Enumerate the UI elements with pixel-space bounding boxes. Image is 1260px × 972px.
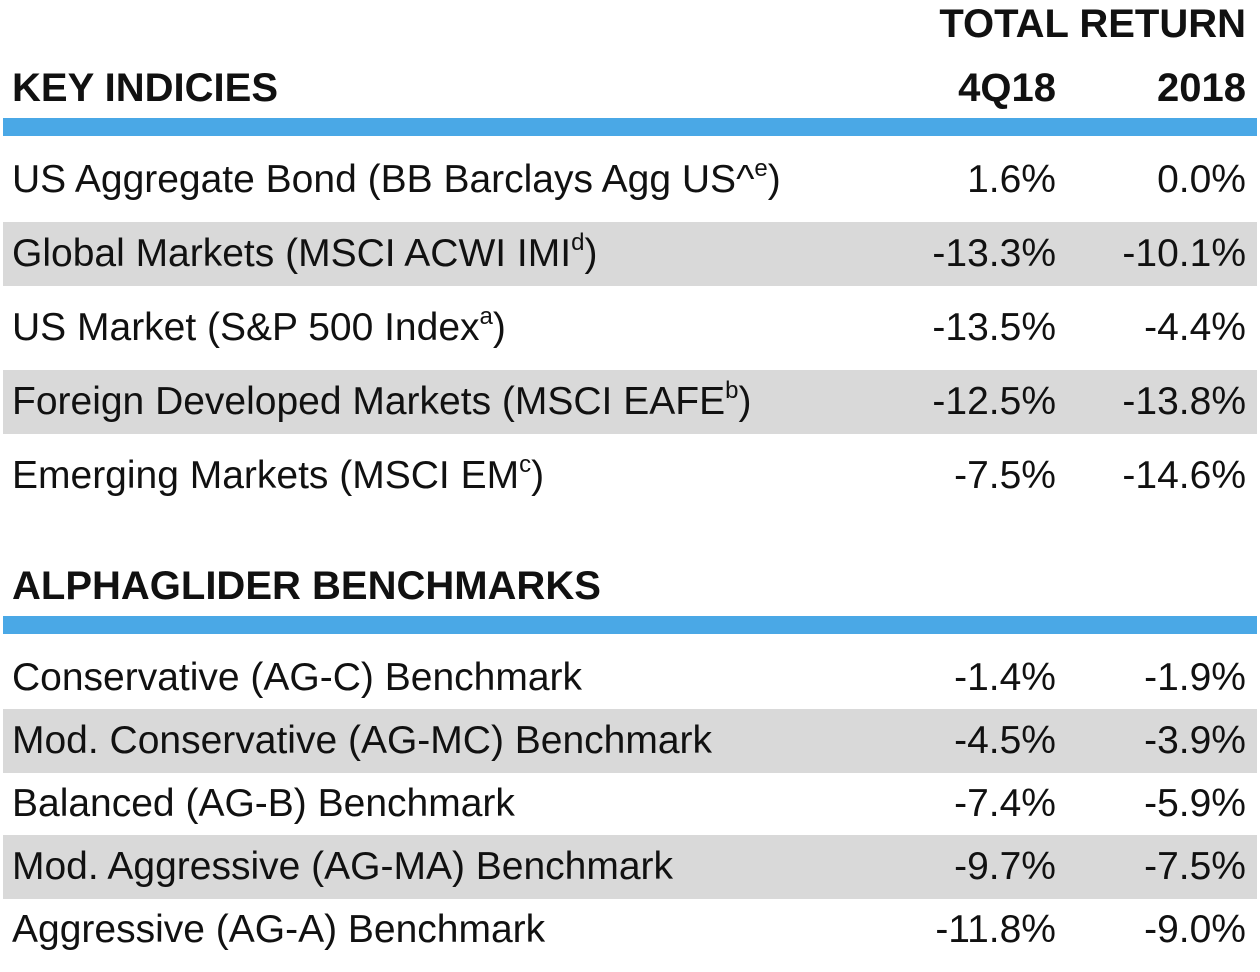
row-value-2018: -14.6%: [1122, 454, 1246, 497]
row-value-4q18: 1.6%: [967, 158, 1056, 201]
col-header-4q18: 4Q18: [958, 66, 1056, 110]
row-value-4q18: -4.5%: [954, 719, 1056, 762]
table-row: Conservative (AG-C) Benchmark -1.4% -1.9…: [3, 646, 1257, 710]
row-value-4q18: -1.4%: [954, 656, 1056, 699]
table-row: US Aggregate Bond (BB Barclays Agg US^e)…: [3, 148, 1257, 212]
row-value-4q18: -13.5%: [932, 306, 1056, 349]
table-row: Aggressive (AG-A) Benchmark -11.8% -9.0%: [3, 898, 1257, 962]
row-value-2018: -7.5%: [1144, 845, 1246, 888]
row-label: Aggressive (AG-A) Benchmark: [12, 908, 546, 951]
table-row: US Market (S&P 500 Indexa) -13.5% -4.4%: [3, 296, 1257, 360]
table-row: Mod. Aggressive (AG-MA) Benchmark -9.7% …: [3, 835, 1257, 899]
key-indices-title: KEY INDICIES: [12, 66, 278, 110]
table-row: Emerging Markets (MSCI EMc) -7.5% -14.6%: [3, 444, 1257, 508]
table-row: Foreign Developed Markets (MSCI EAFEb) -…: [3, 370, 1257, 434]
row-label: Mod. Conservative (AG-MC) Benchmark: [12, 719, 713, 762]
row-value-4q18: -12.5%: [932, 380, 1056, 423]
row-value-2018: 0.0%: [1157, 158, 1246, 201]
section-divider-bar: [3, 616, 1257, 634]
row-value-4q18: -7.4%: [954, 782, 1056, 825]
row-value-2018: -3.9%: [1144, 719, 1246, 762]
row-value-4q18: -11.8%: [935, 908, 1056, 951]
table-row: Mod. Conservative (AG-MC) Benchmark -4.5…: [3, 709, 1257, 773]
row-value-2018: -10.1%: [1122, 232, 1246, 275]
row-value-4q18: -7.5%: [954, 454, 1056, 497]
row-label: Foreign Developed Markets (MSCI EAFEb): [12, 377, 752, 424]
section-divider-bar: [3, 118, 1257, 136]
row-value-2018: -4.4%: [1144, 306, 1246, 349]
row-value-4q18: -9.7%: [954, 845, 1056, 888]
row-label: US Market (S&P 500 Indexa): [12, 303, 506, 350]
total-return-header: TOTAL RETURN: [939, 2, 1246, 46]
row-value-2018: -5.9%: [1144, 782, 1246, 825]
row-label: Global Markets (MSCI ACWI IMId): [12, 229, 598, 276]
row-value-2018: -13.8%: [1122, 380, 1246, 423]
row-value-4q18: -13.3%: [932, 232, 1056, 275]
row-value-2018: -1.9%: [1144, 656, 1246, 699]
row-label: Emerging Markets (MSCI EMc): [12, 451, 545, 498]
table-row: Global Markets (MSCI ACWI IMId) -13.3% -…: [3, 222, 1257, 286]
row-label: Conservative (AG-C) Benchmark: [12, 656, 582, 699]
row-label: Mod. Aggressive (AG-MA) Benchmark: [12, 845, 674, 888]
col-header-2018: 2018: [1157, 66, 1246, 110]
benchmarks-title: ALPHAGLIDER BENCHMARKS: [12, 564, 601, 608]
row-label: Balanced (AG-B) Benchmark: [12, 782, 515, 825]
row-value-2018: -9.0%: [1144, 908, 1246, 951]
row-label: US Aggregate Bond (BB Barclays Agg US^e): [12, 155, 781, 202]
table-row: Balanced (AG-B) Benchmark -7.4% -5.9%: [3, 772, 1257, 836]
